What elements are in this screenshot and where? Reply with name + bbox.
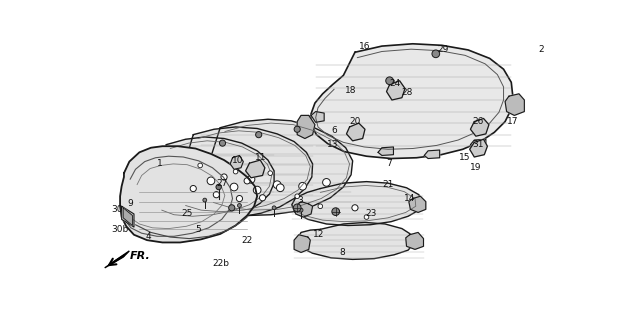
Text: 14: 14: [403, 194, 415, 203]
Circle shape: [207, 177, 215, 185]
Text: 3: 3: [297, 196, 303, 204]
Circle shape: [294, 126, 300, 132]
Circle shape: [335, 209, 340, 214]
Text: 15: 15: [459, 153, 470, 162]
Text: FR.: FR.: [129, 251, 150, 260]
Text: 8: 8: [340, 248, 346, 257]
Circle shape: [295, 194, 300, 198]
Text: 4: 4: [145, 232, 151, 241]
Polygon shape: [292, 182, 422, 226]
Circle shape: [255, 132, 262, 138]
Text: 19: 19: [470, 163, 481, 172]
Polygon shape: [409, 196, 426, 212]
Circle shape: [259, 195, 266, 201]
Circle shape: [236, 196, 243, 202]
Circle shape: [216, 184, 221, 190]
Polygon shape: [296, 202, 312, 217]
Text: 5: 5: [196, 225, 202, 234]
Circle shape: [386, 77, 394, 84]
Polygon shape: [120, 146, 257, 243]
Polygon shape: [122, 206, 134, 227]
Polygon shape: [311, 112, 324, 122]
Circle shape: [253, 186, 261, 194]
Polygon shape: [230, 156, 243, 169]
Circle shape: [203, 198, 207, 202]
Text: 7: 7: [386, 159, 392, 168]
Polygon shape: [387, 81, 405, 100]
Circle shape: [237, 204, 241, 207]
Text: 6: 6: [332, 126, 338, 135]
Polygon shape: [294, 235, 310, 252]
Text: 2: 2: [538, 45, 544, 54]
Circle shape: [220, 140, 225, 146]
Text: 31: 31: [473, 140, 484, 149]
Polygon shape: [297, 222, 414, 260]
Text: 9: 9: [128, 199, 134, 208]
Text: 11: 11: [255, 153, 266, 162]
Circle shape: [432, 50, 440, 58]
Text: 24: 24: [390, 78, 401, 88]
Circle shape: [332, 208, 340, 215]
Text: 22: 22: [242, 236, 253, 245]
Circle shape: [244, 178, 250, 184]
Polygon shape: [470, 118, 489, 136]
Polygon shape: [470, 139, 488, 157]
Circle shape: [276, 184, 284, 192]
Polygon shape: [505, 94, 524, 116]
Text: 30b: 30b: [111, 225, 128, 234]
Text: 25: 25: [182, 210, 193, 219]
Text: 28: 28: [401, 88, 413, 97]
Circle shape: [364, 215, 369, 219]
Text: 13: 13: [326, 140, 338, 149]
Text: 30: 30: [111, 205, 122, 214]
Circle shape: [228, 205, 235, 211]
Circle shape: [273, 181, 281, 188]
Circle shape: [234, 169, 238, 174]
Polygon shape: [470, 139, 486, 148]
Text: 17: 17: [507, 117, 518, 126]
Circle shape: [247, 175, 255, 183]
Polygon shape: [172, 127, 312, 218]
Polygon shape: [246, 160, 265, 178]
Polygon shape: [297, 116, 315, 139]
Text: 20: 20: [349, 117, 361, 126]
Circle shape: [323, 179, 330, 186]
Polygon shape: [378, 147, 394, 156]
Circle shape: [293, 204, 301, 212]
Circle shape: [272, 206, 276, 210]
Circle shape: [221, 174, 227, 180]
Text: 18: 18: [345, 86, 356, 95]
Circle shape: [190, 186, 196, 192]
Polygon shape: [123, 208, 132, 226]
Circle shape: [318, 204, 323, 209]
Polygon shape: [346, 123, 365, 141]
Circle shape: [230, 183, 238, 191]
Polygon shape: [105, 251, 129, 268]
Polygon shape: [311, 44, 513, 158]
Text: 16: 16: [359, 42, 371, 51]
Text: 22b: 22b: [212, 259, 230, 268]
Circle shape: [299, 208, 303, 212]
Circle shape: [299, 182, 307, 190]
Polygon shape: [153, 137, 274, 222]
Text: 27: 27: [216, 179, 228, 188]
Text: 29: 29: [437, 45, 449, 54]
Polygon shape: [197, 119, 353, 215]
Circle shape: [198, 163, 202, 168]
Text: 23: 23: [365, 210, 376, 219]
Text: 21: 21: [382, 180, 393, 189]
Text: 12: 12: [312, 230, 324, 239]
Text: 26: 26: [473, 117, 484, 126]
Circle shape: [352, 205, 358, 211]
Polygon shape: [406, 232, 424, 249]
Polygon shape: [424, 150, 440, 158]
Circle shape: [268, 171, 273, 175]
Text: 10: 10: [232, 156, 243, 164]
Circle shape: [213, 192, 220, 198]
Text: 1: 1: [157, 159, 163, 168]
